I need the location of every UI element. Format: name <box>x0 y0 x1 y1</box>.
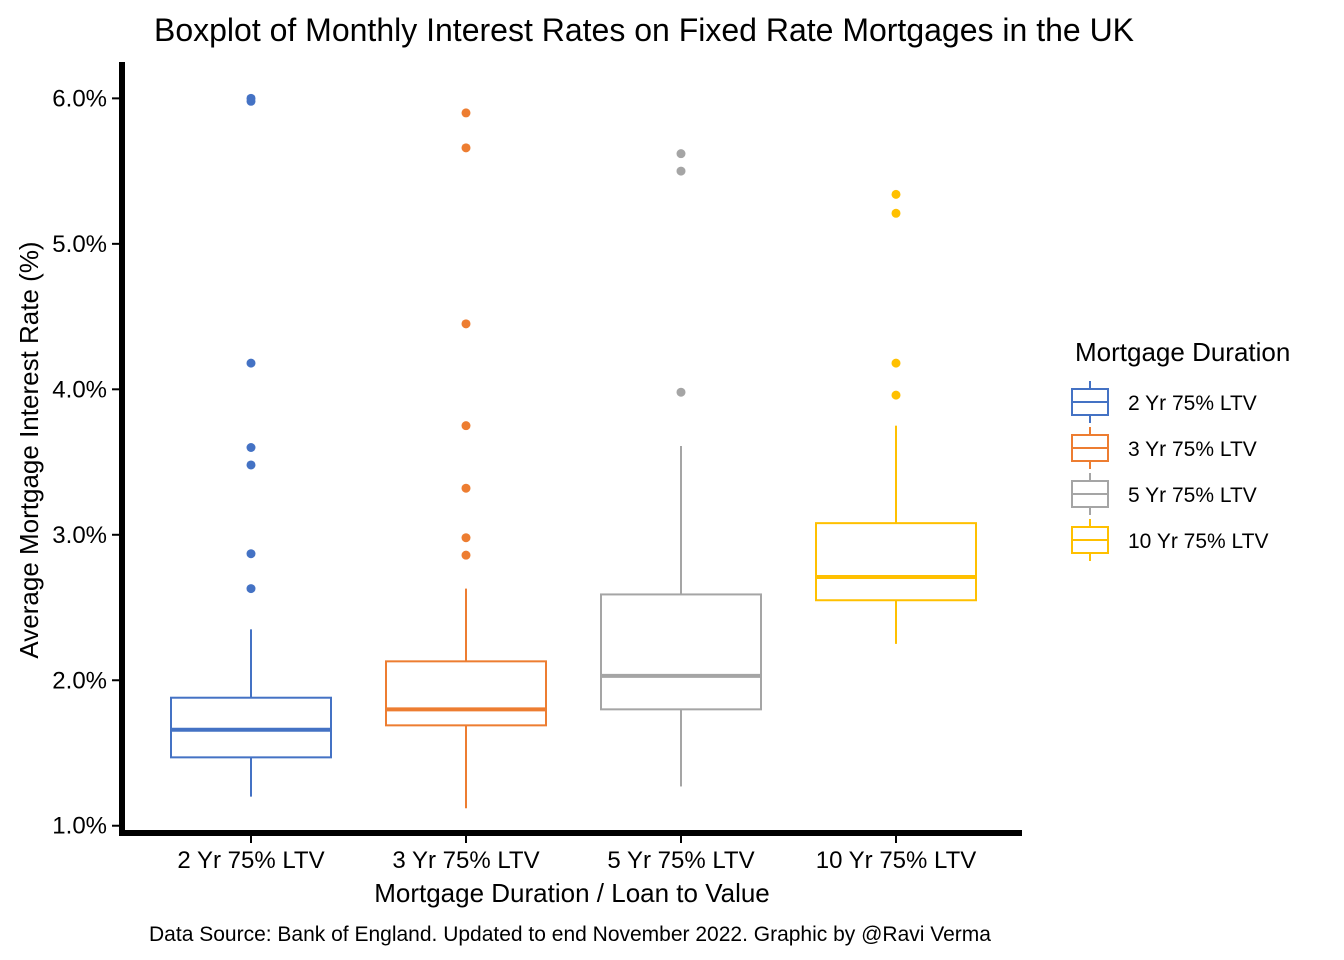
outlier-point <box>891 358 901 368</box>
plot-area: 1.0% 2.0% 3.0% 4.0% 5.0% 6.0% 2 Yr 75% LTV 3 Yr… <box>52 62 1022 874</box>
y-tick-label: 4.0% <box>52 376 107 403</box>
x-tick-label: 5 Yr 75% LTV <box>607 847 754 874</box>
outlier-point <box>461 533 471 543</box>
outlier-point <box>461 550 471 560</box>
outlier-point <box>461 108 471 118</box>
box-body <box>385 660 547 727</box>
y-tick-label: 5.0% <box>52 231 107 258</box>
outlier-point <box>676 149 686 159</box>
outlier-point <box>676 166 686 176</box>
x-tick-label: 2 Yr 75% LTV <box>177 847 324 874</box>
y-tick-label: 3.0% <box>52 522 107 549</box>
outlier-point <box>246 584 256 594</box>
legend: 2 Yr 75% LTV 3 Yr 75% LTV 5 Yr 75% LTV 10 Y… <box>1071 381 1268 561</box>
chart-title: Boxplot of Monthly Interest Rates on Fix… <box>154 12 1134 48</box>
y-tick-label: 1.0% <box>52 813 107 840</box>
y-axis-title: Average Mortgage Interest Rate (%) <box>14 241 44 658</box>
x-tick-label: 3 Yr 75% LTV <box>392 847 539 874</box>
legend-label: 2 Yr 75% LTV <box>1128 392 1257 415</box>
legend-label: 3 Yr 75% LTV <box>1128 438 1257 461</box>
y-tick-label: 2.0% <box>52 667 107 694</box>
legend-label: 10 Yr 75% LTV <box>1128 530 1268 553</box>
outlier-point <box>891 208 901 218</box>
x-tick-label: 10 Yr 75% LTV <box>816 847 977 874</box>
outlier-point <box>246 93 256 103</box>
outlier-point <box>246 460 256 470</box>
outlier-point <box>461 319 471 329</box>
outlier-point <box>246 443 256 452</box>
outlier-point <box>461 421 471 431</box>
box-body <box>170 696 332 759</box>
legend-label: 5 Yr 75% LTV <box>1128 484 1257 507</box>
outlier-point <box>461 483 471 493</box>
y-tick-label: 6.0% <box>52 85 107 112</box>
x-axis-title: Mortgage Duration / Loan to Value <box>374 878 770 908</box>
outlier-point <box>891 390 901 400</box>
legend-title: Mortgage Duration <box>1075 337 1290 367</box>
outlier-point <box>246 358 256 368</box>
caption: Data Source: Bank of England. Updated to… <box>149 923 991 946</box>
outlier-point <box>676 387 686 397</box>
outlier-point <box>461 143 471 153</box>
box-body <box>600 593 762 711</box>
box-body <box>815 522 977 602</box>
outlier-point <box>246 549 256 559</box>
outlier-point <box>891 189 901 199</box>
